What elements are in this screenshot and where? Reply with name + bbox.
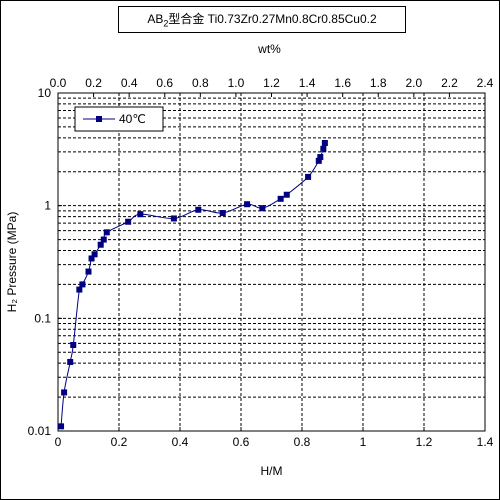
data-point — [91, 251, 98, 258]
data-point — [88, 255, 95, 262]
x2-tick-label: 1.2 — [263, 76, 280, 90]
data-point — [315, 157, 322, 164]
x-tick-label: 1 — [360, 435, 367, 449]
data-point — [97, 241, 104, 248]
data-point — [195, 206, 202, 213]
x2-axis-label: wt% — [257, 42, 281, 56]
x2-tick-label: 2.2 — [441, 76, 458, 90]
gridlines — [58, 93, 486, 431]
chart-title: AB2型合金 Ti0.73Zr0.27Mn0.8Cr0.85Cu0.2 — [118, 6, 406, 33]
data-point — [137, 211, 144, 218]
data-point — [244, 201, 251, 208]
x-tick-label: 0.6 — [233, 435, 250, 449]
series-layer — [58, 139, 328, 430]
chart-title-suffix: 型合金 Ti0.73Zr0.27Mn0.8Cr0.85Cu0.2 — [168, 12, 377, 26]
x-tick-label: 1.2 — [416, 435, 433, 449]
x2-tick-label: 0.0 — [50, 76, 67, 90]
y-tick-label: 10 — [38, 86, 52, 100]
x2-tick-label: 2.4 — [477, 76, 494, 90]
chart-title-subscript: 2 — [163, 18, 169, 29]
data-point — [100, 236, 107, 243]
x-tick-label: 0.4 — [172, 435, 189, 449]
legend: 40℃ — [74, 106, 164, 132]
legend-marker — [96, 116, 102, 122]
data-point — [320, 145, 327, 152]
data-point — [79, 281, 86, 288]
data-point — [70, 341, 77, 348]
x2-tick-label: 1.4 — [299, 76, 316, 90]
data-point — [67, 358, 74, 365]
plot-area — [57, 92, 486, 432]
chart-title-prefix: AB — [147, 12, 164, 26]
x-tick-label: 0.8 — [294, 435, 311, 449]
y-tick-label: 1 — [44, 199, 51, 213]
data-point — [103, 229, 110, 236]
data-point — [76, 286, 83, 293]
x2-tick-label: 0.2 — [85, 76, 102, 90]
x2-tick-label: 0.6 — [156, 76, 173, 90]
data-point — [85, 268, 92, 275]
x-axis-label: H/M — [261, 464, 283, 478]
data-point — [305, 173, 312, 180]
x-tick-label: 0 — [55, 435, 62, 449]
x-tick-label: 1.4 — [477, 435, 494, 449]
x2-tick-label: 1.0 — [228, 76, 245, 90]
x-tick-label: 0.2 — [111, 435, 128, 449]
data-point — [125, 218, 132, 225]
data-point — [317, 154, 324, 161]
data-point — [58, 423, 65, 430]
y-tick-label: 0.1 — [34, 311, 51, 325]
data-point — [277, 195, 284, 202]
x2-axis-ticks: 0.0 0.2 0.4 0.6 0.8 1.0 1.2 1.4 1.6 1.8 2.0 2.2 2.4 — [50, 76, 494, 97]
data-point — [61, 389, 68, 396]
y-axis-label: H₂ Pressure (MPa) — [5, 212, 19, 313]
x2-tick-label: 0.4 — [121, 76, 138, 90]
data-point — [219, 210, 226, 217]
y-tick-label: 0.01 — [28, 424, 52, 438]
data-point — [283, 191, 290, 198]
legend-label: 40℃ — [119, 112, 146, 126]
x2-tick-label: 1.6 — [334, 76, 351, 90]
x2-tick-label: 1.8 — [370, 76, 387, 90]
data-point — [321, 139, 328, 146]
x2-tick-label: 0.8 — [192, 76, 209, 90]
x-axis-ticks: 0 0.2 0.4 0.6 0.8 1 1.2 1.4 — [55, 427, 494, 449]
data-point — [170, 215, 177, 222]
y-axis-ticks: 0.01 0.1 1 10 — [28, 86, 62, 438]
data-point — [259, 205, 266, 212]
x2-tick-label: 2.0 — [405, 76, 422, 90]
